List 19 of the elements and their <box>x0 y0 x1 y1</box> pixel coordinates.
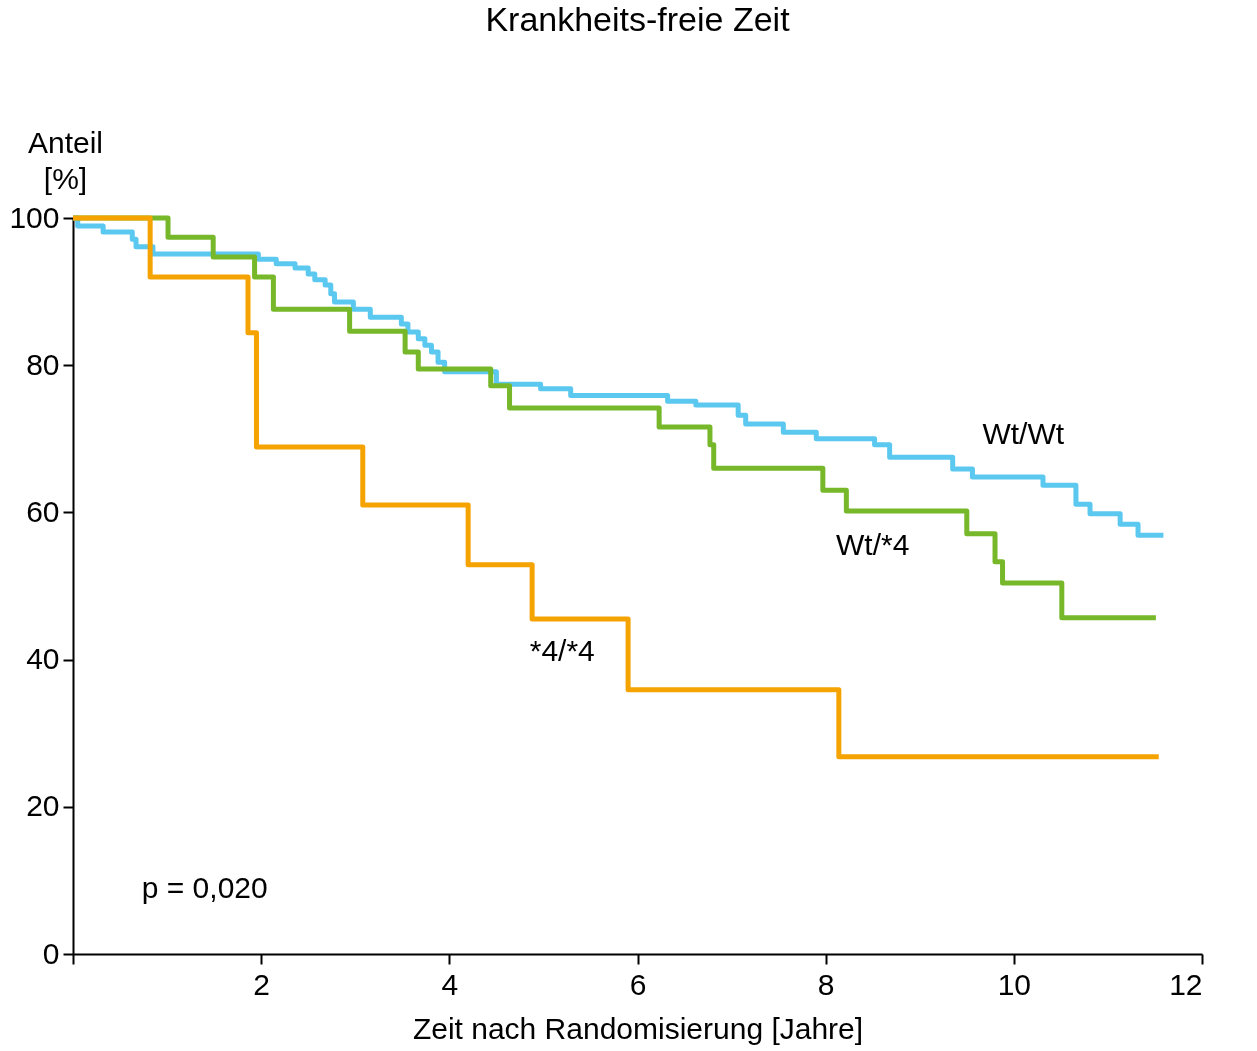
y-tick-label: 40 <box>26 642 60 676</box>
y-tick-label: 0 <box>42 936 60 970</box>
x-tick-label: 4 <box>441 967 459 1001</box>
x-axis-title: Zeit nach Randomisierung [Jahre] <box>412 1011 864 1045</box>
annotation: p = 0,020 <box>141 871 268 905</box>
series-label: Wt/*4 <box>836 527 910 561</box>
y-tick-label: 20 <box>26 789 60 823</box>
x-tick-label: 2 <box>253 967 271 1001</box>
x-tick-label: 12 <box>1169 967 1203 1001</box>
series-label: *4/*4 <box>529 634 595 668</box>
y-tick-label: 100 <box>9 200 60 234</box>
x-tick-label: 8 <box>817 967 835 1001</box>
y-tick-label: 80 <box>26 347 60 381</box>
x-tick-label: 10 <box>997 967 1032 1001</box>
x-tick-label: 6 <box>629 967 647 1001</box>
y-axis-title: Anteil [%] <box>27 125 104 195</box>
y-tick-label: 60 <box>26 494 60 528</box>
series-label: Wt/Wt <box>982 417 1065 451</box>
chart-title: Krankheits-freie Zeit <box>485 0 791 38</box>
